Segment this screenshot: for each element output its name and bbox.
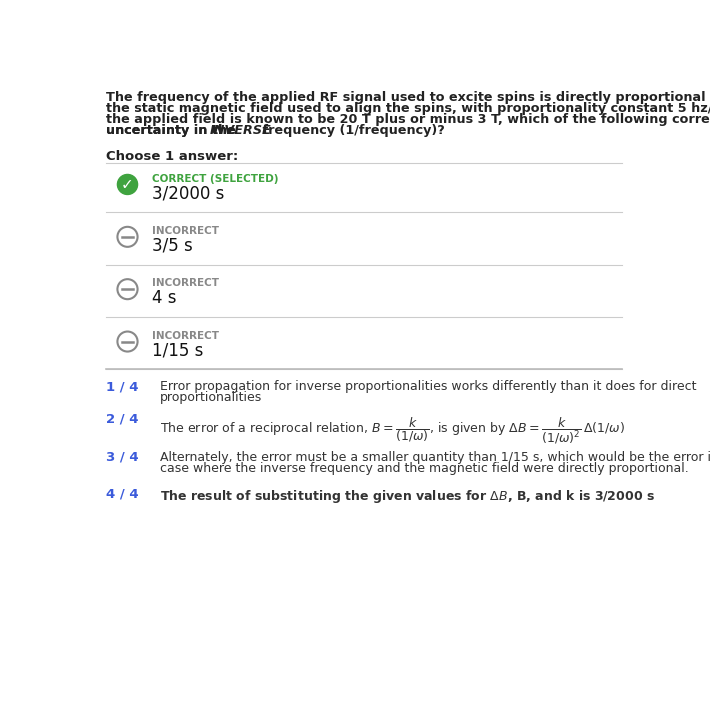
Text: INVERSE: INVERSE [209,124,271,137]
Text: uncertainty in the: uncertainty in the [106,124,240,137]
Text: 4 s: 4 s [153,289,177,307]
Text: 4 / 4: 4 / 4 [106,488,138,501]
Text: ✓: ✓ [121,177,134,192]
Circle shape [117,279,138,299]
Text: 3/2000 s: 3/2000 s [153,184,224,203]
Text: INCORRECT: INCORRECT [153,226,219,236]
Text: the applied field is known to be 20 T plus or minus 3 T, which of the following : the applied field is known to be 20 T pl… [106,113,710,126]
Text: case where the inverse frequency and the magnetic field were directly proportion: case where the inverse frequency and the… [160,462,689,474]
Circle shape [117,175,138,194]
Text: the static magnetic field used to align the spins, with proportionality constant: the static magnetic field used to align … [106,102,710,115]
Text: Error propagation for inverse proportionalities works differently than it does f: Error propagation for inverse proportion… [160,380,697,393]
Text: uncertainty in the: uncertainty in the [106,124,240,137]
Text: Choose 1 answer:: Choose 1 answer: [106,150,238,163]
Text: CORRECT (SELECTED): CORRECT (SELECTED) [153,174,279,184]
Text: 1 / 4: 1 / 4 [106,380,138,393]
Text: INCORRECT: INCORRECT [153,331,219,341]
Text: 2 / 4: 2 / 4 [106,413,138,425]
Text: 1/15 s: 1/15 s [153,341,204,360]
Text: The error of a reciprocal relation, $B = \dfrac{k}{(1/\omega)}$, is given by $\D: The error of a reciprocal relation, $B =… [160,416,626,446]
Text: INCORRECT: INCORRECT [153,278,219,289]
Text: 3/5 s: 3/5 s [153,237,193,255]
Text: 3 / 4: 3 / 4 [106,451,138,464]
Circle shape [117,227,138,247]
Text: The result of substituting the given values for $\Delta B$, B, and k is 3/2000 s: The result of substituting the given val… [160,488,655,505]
Text: frequency (1/frequency)?: frequency (1/frequency)? [258,124,444,137]
Circle shape [117,332,138,351]
Text: Alternately, the error must be a smaller quantity than 1/15 s, which would be th: Alternately, the error must be a smaller… [160,451,710,464]
Text: proportionalities: proportionalities [160,391,262,404]
Text: The frequency of the applied RF signal used to excite spins is directly proporti: The frequency of the applied RF signal u… [106,91,710,103]
